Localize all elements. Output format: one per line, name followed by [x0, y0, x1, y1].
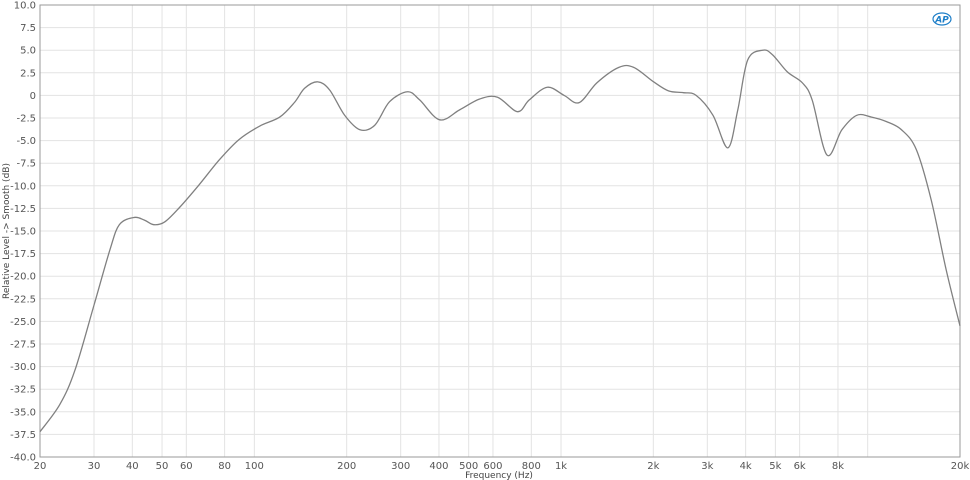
x-tick-labels: 20 30 40 50 60 80 100 200 300 400 500 600 800 1k 2k 3k 4… [34, 461, 970, 472]
x-tick-label: 30 [88, 461, 101, 472]
plot-frame [39, 4, 961, 458]
x-tick-label: 3k [701, 461, 713, 472]
x-tick-label: 400 [429, 461, 448, 472]
grid [39, 4, 961, 458]
y-tick-label: -20.0 [10, 272, 36, 283]
x-tick-label: 20k [951, 461, 970, 472]
y-tick-label: 7.5 [20, 23, 36, 34]
y-tick-label: -32.5 [10, 385, 36, 396]
x-tick-label: 20 [34, 461, 47, 472]
x-tick-label: 1k [555, 461, 567, 472]
x-tick-label: 80 [218, 461, 231, 472]
y-tick-label: -2.5 [16, 114, 36, 125]
y-tick-label: -12.5 [10, 204, 36, 215]
x-tick-label: 60 [180, 461, 193, 472]
x-tick-label: 50 [156, 461, 169, 472]
y-tick-label: -22.5 [10, 294, 36, 305]
x-tick-label: 600 [483, 461, 502, 472]
y-tick-labels: 10.0 7.5 5.0 2.5 0 -2.5 -5.0 -7.5 -10.0 -12.5 -15.… [10, 1, 36, 464]
x-tick-label: 5k [769, 461, 781, 472]
y-tick-label: -30.0 [10, 362, 36, 373]
x-tick-label: 800 [522, 461, 541, 472]
x-tick-label: 40 [126, 461, 139, 472]
y-tick-label: -27.5 [10, 340, 36, 351]
x-tick-label: 8k [832, 461, 844, 472]
series-line [39, 49, 961, 433]
y-tick-label: -35.0 [10, 407, 36, 418]
x-tick-label: 100 [245, 461, 264, 472]
svg-text:AP: AP [934, 16, 949, 26]
y-tick-label: 10.0 [14, 1, 36, 12]
y-tick-label: 5.0 [20, 46, 36, 57]
y-tick-label: -37.5 [10, 430, 36, 441]
y-tick-label: -17.5 [10, 249, 36, 260]
y-tick-label: -10.0 [10, 181, 36, 192]
y-tick-label: -7.5 [16, 159, 36, 170]
y-tick-label: 2.5 [20, 68, 36, 79]
x-tick-label: 2k [647, 461, 659, 472]
x-tick-label: 6k [794, 461, 806, 472]
y-tick-label: -40.0 [10, 453, 36, 464]
x-tick-label: 500 [459, 461, 478, 472]
y-axis-title: Relative Level -> Smooth (dB) [2, 163, 12, 299]
y-tick-label: 0 [30, 91, 36, 102]
ap-logo: AP [932, 12, 952, 26]
y-tick-label: -5.0 [16, 136, 36, 147]
x-tick-label: 300 [391, 461, 410, 472]
y-tick-label: -15.0 [10, 227, 36, 238]
x-tick-label: 4k [740, 461, 752, 472]
y-tick-label: -25.0 [10, 317, 36, 328]
x-tick-label: 200 [337, 461, 356, 472]
x-axis-title: Frequency (Hz) [465, 471, 533, 480]
